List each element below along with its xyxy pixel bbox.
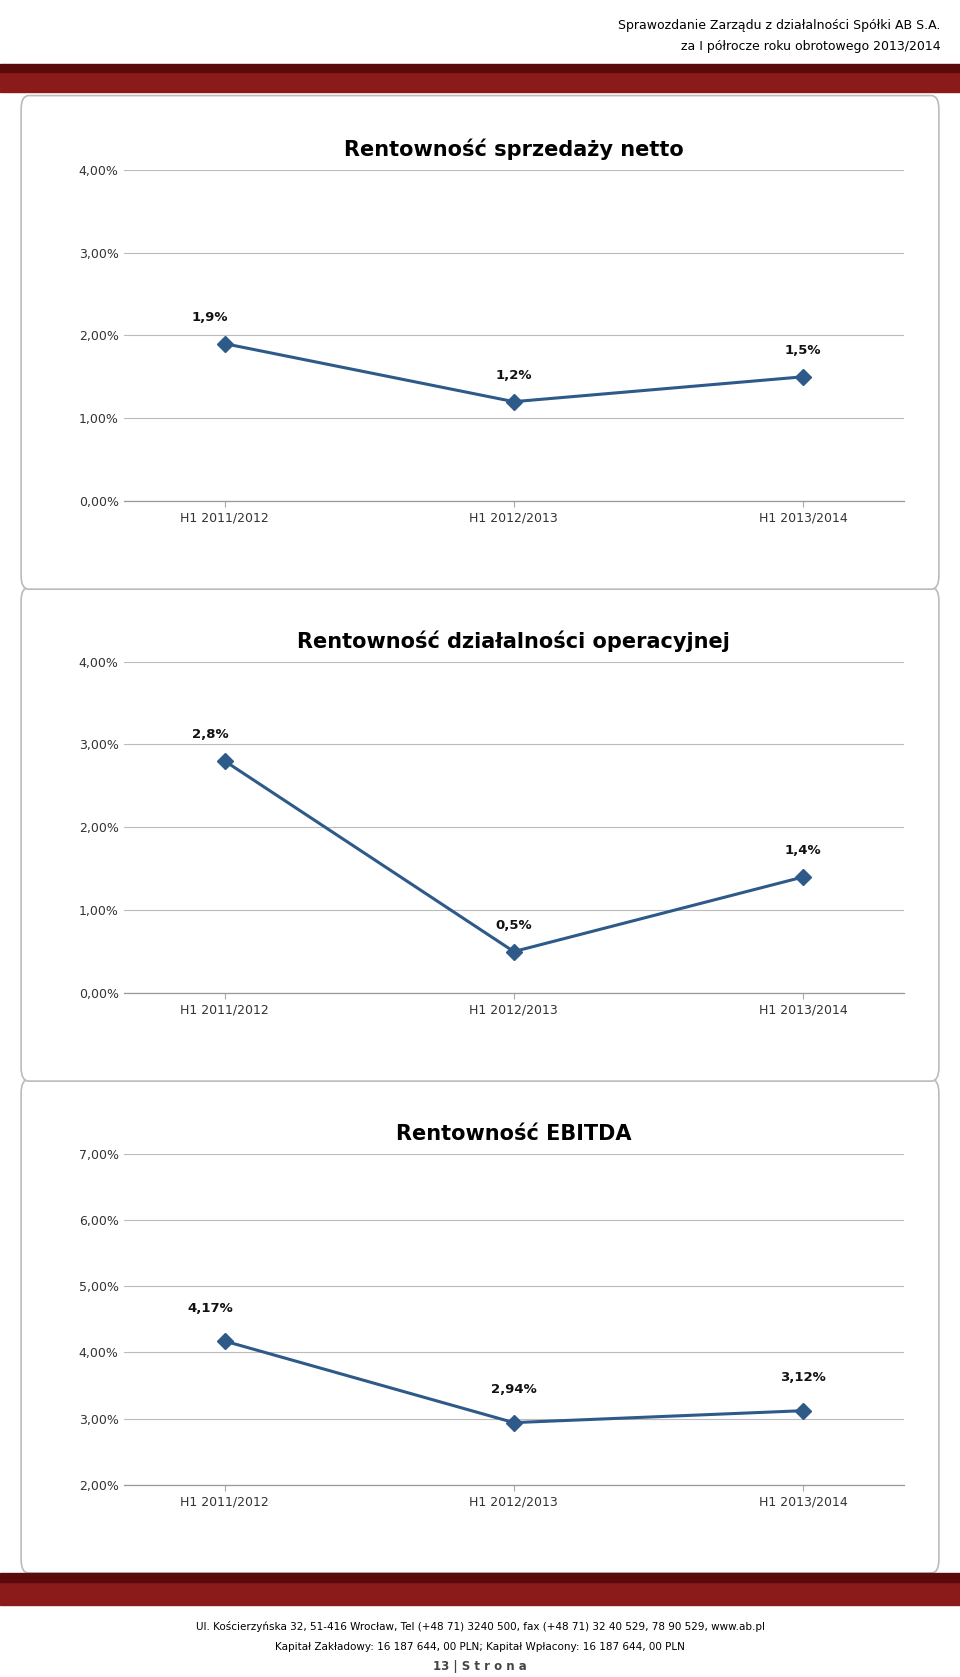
Text: 2,8%: 2,8% [192, 728, 228, 741]
Text: Kapitał Zakładowy: 16 187 644, 00 PLN; Kapitał Wpłacony: 16 187 644, 00 PLN: Kapitał Zakładowy: 16 187 644, 00 PLN; K… [276, 1642, 684, 1652]
Text: 0,5%: 0,5% [495, 919, 532, 932]
Bar [0, 1573, 960, 1583]
Text: 1,2%: 1,2% [495, 369, 532, 382]
Bar [0, 72, 960, 92]
Bar [0, 1583, 960, 1605]
Title: Rentowność działalności operacyjnej: Rentowność działalności operacyjnej [298, 631, 731, 652]
Text: 1,4%: 1,4% [784, 844, 821, 857]
Text: 3,12%: 3,12% [780, 1372, 826, 1384]
Text: 1,9%: 1,9% [192, 310, 228, 324]
Text: 13 | S t r o n a: 13 | S t r o n a [433, 1660, 527, 1674]
Text: 1,5%: 1,5% [784, 344, 821, 357]
Bar [0, 64, 960, 72]
Text: 4,17%: 4,17% [187, 1301, 233, 1315]
Text: Ul. Kościerzyńska 32, 51-416 Wrocław, Tel (+48 71) 3240 500, fax (+48 71) 32 40 : Ul. Kościerzyńska 32, 51-416 Wrocław, Te… [196, 1622, 764, 1632]
Text: Sprawozdanie Zarządu z działalności Spółki AB S.A.: Sprawozdanie Zarządu z działalności Spół… [618, 20, 941, 32]
Title: Rentowność sprzedaży netto: Rentowność sprzedaży netto [344, 138, 684, 159]
Title: Rentowność EBITDA: Rentowność EBITDA [396, 1124, 632, 1144]
Text: za I półrocze roku obrotowego 2013/2014: za I półrocze roku obrotowego 2013/2014 [682, 40, 941, 52]
Text: 2,94%: 2,94% [491, 1384, 537, 1397]
